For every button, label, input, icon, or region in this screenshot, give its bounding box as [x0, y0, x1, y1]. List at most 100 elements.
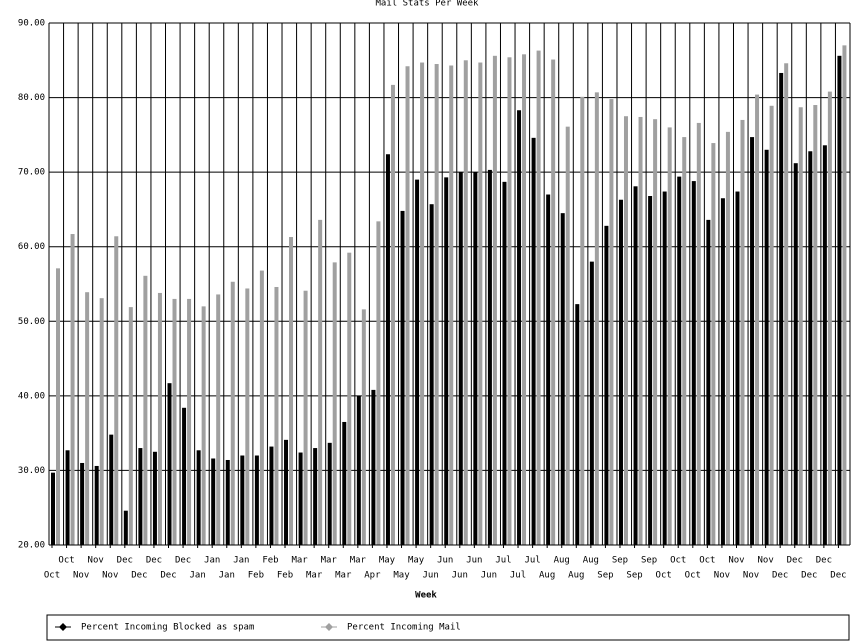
bar — [720, 198, 725, 545]
x-tick-label: Nov — [73, 571, 89, 581]
bar — [458, 172, 463, 545]
x-axis-label: Week — [415, 591, 437, 601]
x-tick-label: Jul — [510, 571, 526, 581]
x-tick-label: Dec — [816, 556, 832, 566]
x-tick-label: Sep — [612, 556, 628, 566]
bar — [798, 107, 803, 545]
bar — [609, 99, 614, 545]
bar — [589, 261, 594, 545]
x-tick-label: Jun — [466, 556, 482, 566]
bar — [245, 288, 250, 545]
bar — [420, 62, 425, 545]
bar — [449, 65, 454, 546]
bar — [187, 298, 192, 545]
bar — [65, 450, 70, 545]
bar — [415, 179, 420, 545]
bar — [575, 304, 580, 545]
bar — [517, 110, 522, 546]
bar — [750, 137, 755, 545]
x-tick-label: Feb — [262, 556, 278, 566]
x-tick-label: Feb — [248, 571, 264, 581]
bar — [313, 448, 318, 545]
bar — [128, 307, 133, 545]
bar — [623, 116, 628, 545]
bar — [827, 91, 832, 545]
x-tick-label: Sep — [641, 556, 657, 566]
x-tick-label: Jan — [190, 571, 206, 581]
bar — [230, 281, 235, 545]
bar — [769, 105, 774, 545]
bar — [618, 199, 623, 545]
x-tick-label: Jul — [524, 556, 540, 566]
x-tick-label: Aug — [539, 571, 555, 581]
x-tick-label: Jun — [437, 556, 453, 566]
bar — [793, 163, 798, 546]
bar — [735, 191, 740, 545]
bar — [492, 55, 497, 545]
y-tick-label: 20.00 — [18, 541, 45, 551]
y-tick-label: 50.00 — [18, 317, 45, 327]
x-tick-label: Dec — [175, 556, 191, 566]
bar — [342, 421, 347, 545]
bar — [274, 286, 279, 545]
bar — [303, 290, 308, 545]
x-tick-label: Apr — [364, 571, 381, 581]
bar — [289, 237, 294, 545]
x-tick-label: Dec — [787, 556, 803, 566]
bar — [371, 389, 376, 545]
bar — [565, 126, 570, 545]
bar — [298, 452, 303, 545]
bar — [99, 298, 104, 545]
bar — [740, 119, 745, 545]
x-tick-label: Jun — [481, 571, 497, 581]
bar — [691, 181, 696, 545]
bar — [653, 119, 658, 545]
bar — [182, 407, 187, 545]
x-tick-label: Dec — [146, 556, 162, 566]
bar — [85, 292, 90, 545]
x-tick-label: Dec — [830, 571, 846, 581]
x-tick-label: Mar — [306, 571, 323, 581]
x-tick-label: Oct — [699, 556, 715, 566]
bar — [662, 191, 667, 545]
bar — [696, 122, 701, 545]
bar — [444, 177, 449, 545]
bar — [633, 186, 638, 545]
x-tick-label: Sep — [626, 571, 642, 581]
bar — [784, 63, 789, 546]
x-tick-label: Feb — [277, 571, 293, 581]
y-tick-label: 90.00 — [18, 19, 45, 29]
x-tick-label: Jan — [233, 556, 249, 566]
bar — [109, 434, 114, 545]
bar — [429, 204, 434, 546]
bar — [80, 462, 85, 545]
bar — [764, 149, 769, 545]
legend-label: Percent Incoming Blocked as spam — [81, 623, 254, 633]
bar — [478, 62, 483, 545]
bar — [405, 66, 410, 545]
bar — [201, 306, 206, 545]
bar — [536, 50, 541, 545]
bar — [390, 84, 395, 545]
bar — [254, 455, 259, 545]
bar — [70, 234, 75, 545]
bar — [211, 458, 216, 545]
x-tick-label: Nov — [102, 571, 118, 581]
bar — [837, 55, 842, 545]
x-tick-label: Mar — [335, 571, 352, 581]
x-tick-label: Oct — [58, 556, 74, 566]
bar — [551, 59, 556, 545]
x-tick-label: Nov — [88, 556, 104, 566]
legend-marker — [59, 623, 67, 631]
x-tick-label: Oct — [656, 571, 672, 581]
y-tick-label: 40.00 — [18, 391, 45, 401]
bar — [842, 45, 847, 545]
bar — [269, 446, 274, 545]
bar — [138, 448, 143, 545]
x-tick-label: Mar — [350, 556, 367, 566]
x-tick-label: Jun — [423, 571, 439, 581]
y-tick-label: 60.00 — [18, 242, 45, 252]
bar — [332, 262, 337, 545]
bar — [172, 298, 177, 545]
